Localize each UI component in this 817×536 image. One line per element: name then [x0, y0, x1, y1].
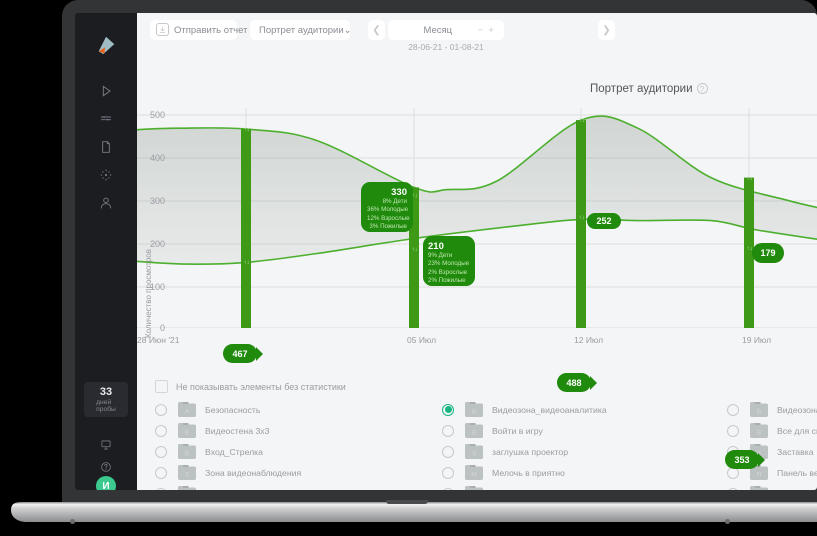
svg-text:B: B: [185, 451, 189, 458]
svg-text:A: A: [185, 409, 190, 416]
svg-text:B: B: [757, 430, 761, 437]
svg-text:B: B: [472, 430, 476, 437]
svg-text:B: B: [185, 430, 189, 437]
svg-text:П: П: [757, 472, 762, 479]
svg-text:B: B: [757, 409, 761, 416]
svg-text:M: M: [471, 472, 476, 479]
svg-text:B: B: [472, 409, 476, 416]
svg-text:3: 3: [185, 472, 189, 479]
svg-text:3: 3: [472, 451, 476, 458]
